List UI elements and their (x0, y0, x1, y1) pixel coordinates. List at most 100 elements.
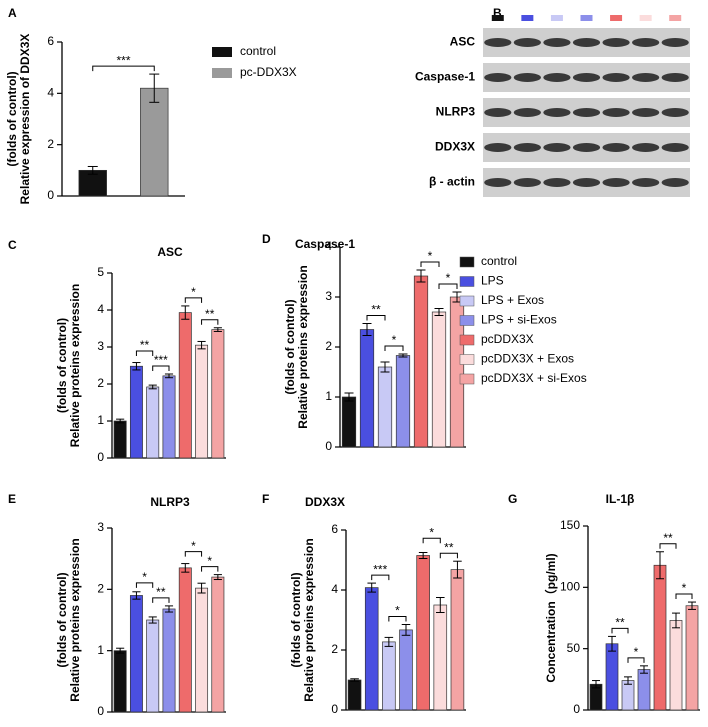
blot-band (661, 108, 689, 117)
y-tick-label: 3 (97, 520, 104, 534)
y-tick-label: 6 (331, 522, 338, 536)
error-bar (149, 73, 160, 103)
blot-band (543, 73, 571, 82)
y-tick-label: 1 (325, 389, 332, 403)
bar (162, 375, 176, 459)
blot-band (661, 38, 689, 47)
significance-bracket (611, 627, 629, 634)
legend-swatch (459, 295, 475, 307)
significance-bracket (135, 582, 154, 588)
significance-bracket (371, 574, 390, 581)
y-tick-label: 1 (97, 643, 104, 657)
bar (195, 344, 209, 459)
error-bar (87, 165, 98, 175)
legend-label: pcDDX3X + si-Exos (481, 371, 587, 385)
significance-label: * (428, 249, 433, 263)
bar (113, 420, 127, 459)
significance-bracket (184, 297, 203, 303)
error-bar (164, 373, 174, 379)
significance-bracket (384, 345, 404, 351)
legend-label: pc-DDX3X (240, 65, 297, 79)
blot-row-label: β - actin (429, 175, 475, 189)
significance-label: * (191, 539, 196, 553)
legend-swatch (459, 276, 475, 287)
y-axis-label: Relative proteins expression (68, 284, 82, 447)
legend-swatch (459, 315, 475, 326)
panel-title: ASC (157, 245, 183, 259)
error-bar (197, 582, 206, 594)
panel-title: DDX3X (305, 495, 345, 509)
y-tick-label: 4 (47, 86, 54, 100)
blot-band (513, 108, 541, 117)
significance-bracket (627, 657, 645, 663)
y-tick-label: 4 (97, 302, 104, 316)
bar (377, 366, 393, 448)
significance-label: * (429, 525, 434, 539)
bar (450, 569, 465, 711)
y-tick-label: 3 (97, 339, 104, 353)
significance-label: * (682, 581, 687, 595)
error-bar (453, 560, 462, 579)
blot-band (572, 73, 601, 82)
bar (416, 555, 430, 711)
error-bar (624, 676, 632, 685)
error-bar (350, 678, 359, 682)
blot-band (484, 73, 512, 82)
error-bar (132, 591, 141, 600)
error-bar (164, 605, 174, 613)
bar (399, 629, 413, 711)
y-axis-label: Relative expression of DDX3X (18, 34, 32, 205)
bar (178, 567, 192, 713)
y-tick-label: 0 (97, 704, 104, 718)
significance-bracket (152, 365, 170, 372)
significance-bracket (201, 319, 219, 325)
y-axis-label: (folds of control) (55, 572, 69, 667)
bar (621, 680, 635, 711)
blot-band (602, 38, 630, 47)
y-tick-label: 4 (331, 582, 338, 596)
significance-label: ** (205, 307, 215, 321)
panel-title: IL-1β (606, 492, 635, 506)
bar (364, 587, 379, 711)
blot-band (484, 178, 512, 187)
error-bar (367, 582, 376, 593)
y-tick-label: 4 (325, 239, 332, 253)
bar (129, 365, 143, 459)
significance-bracket (675, 593, 693, 600)
error-bar (384, 636, 394, 647)
error-bar (416, 269, 426, 283)
y-tick-label: 2 (325, 339, 332, 353)
error-bar (148, 384, 157, 390)
bar (669, 620, 683, 711)
blot-band (543, 38, 571, 47)
panel-letter: F (262, 492, 269, 506)
blot-row-label: NLRP3 (436, 105, 476, 119)
bar (382, 641, 396, 711)
error-bar (344, 392, 354, 402)
blot-band (602, 143, 630, 152)
significance-bracket (388, 616, 407, 622)
legend-label: control (240, 44, 276, 58)
y-tick-label: 2 (47, 137, 54, 151)
error-bar (362, 323, 372, 336)
y-tick-label: 1 (97, 413, 104, 427)
error-bar (197, 340, 206, 350)
bar (146, 386, 160, 459)
blot-band (661, 178, 689, 187)
bar (341, 396, 357, 448)
error-bar (116, 418, 125, 424)
blot-band (661, 143, 689, 152)
y-tick-label: 3 (325, 289, 332, 303)
significance-bracket (438, 283, 458, 289)
error-bar (181, 563, 190, 573)
blot-row-label: DDX3X (435, 140, 475, 154)
blot-band (572, 38, 601, 47)
y-tick-label: 0 (97, 450, 104, 464)
y-tick-label: 0 (325, 439, 332, 453)
error-bar (436, 597, 445, 613)
bar (395, 355, 411, 448)
blot-band (572, 143, 601, 152)
error-bar (592, 680, 600, 689)
significance-label: * (446, 271, 451, 285)
y-axis-label: Relative proteins expression (68, 538, 82, 701)
